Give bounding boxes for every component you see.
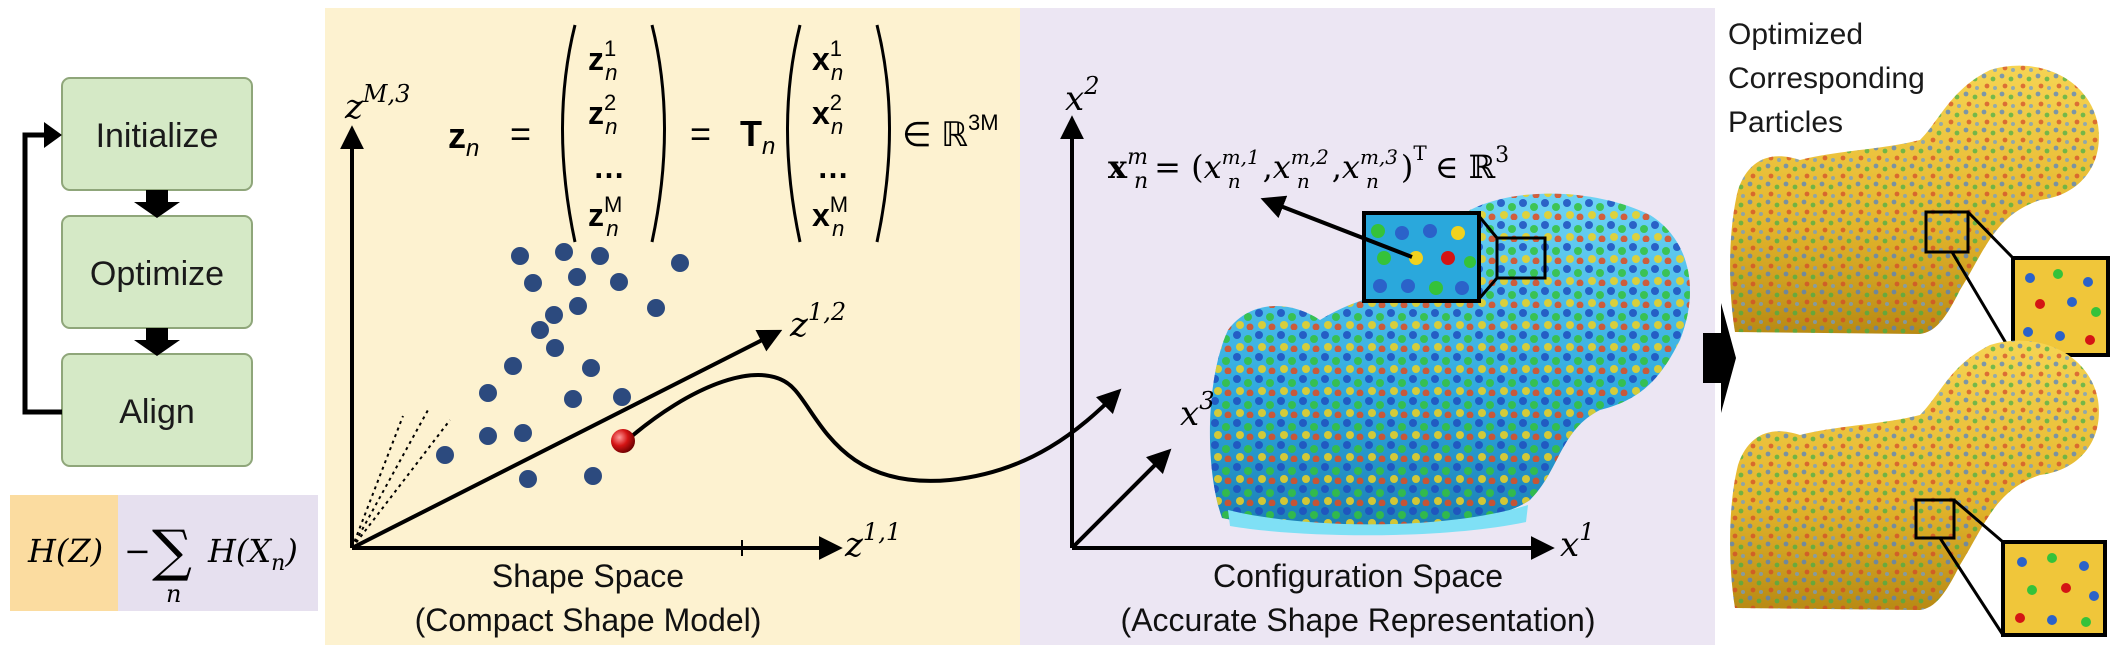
shape-axis-diagonal [351, 329, 783, 550]
svg-text:=: = [690, 113, 711, 154]
objective-left-bg [10, 495, 118, 611]
align-label: Align [119, 393, 195, 431]
svg-text:z1n: z1 n [588, 36, 618, 85]
objective-right-bg [118, 495, 318, 611]
blue-zoom-connector-top [1476, 214, 1499, 239]
config-pointer-arrow [1260, 195, 1413, 259]
shape-space-title: Shape Space [492, 558, 684, 594]
blue-zoom-connector-bottom [1476, 277, 1499, 301]
svg-text:xMn: xM n [812, 192, 848, 241]
yellow-bone-top-particles [1730, 65, 2099, 335]
shape-axis-diagonal-label: z1,2 [789, 298, 846, 345]
blue-bone-particles [1209, 193, 1690, 528]
optimize-label: Optimize [90, 255, 224, 293]
config-axis-diagonal-label: x3 [1180, 387, 1214, 434]
yellow-bottom-connector-b [1938, 537, 2005, 636]
objective-right-term: H(Xn) [207, 532, 298, 576]
blue-zoom-small [1495, 236, 1547, 280]
svg-text:x2n: x2 n [812, 90, 843, 139]
config-space: x2 x3 x1 xm n = (xm,1 n ,xm,2 n ,xm,3 n)T ∈ ℝ3 C… [1060, 72, 1690, 638]
arrow-opt-to-align [134, 328, 180, 356]
yellow-top-connector-a [1966, 210, 2015, 260]
svg-text:Tn: Tn [740, 113, 775, 160]
loop-arrow [22, 132, 62, 415]
svg-text:x1n: x1 n [812, 36, 843, 85]
shape-space-subtitle: (Compact Shape Model) [415, 602, 762, 638]
blue-bone-base [1228, 505, 1528, 536]
dotted-fan [351, 409, 451, 549]
yellow-bottom-zoom-small [1914, 498, 1956, 540]
objective-left-term: H(Z) [27, 532, 103, 570]
config-space-title: Configuration Space [1213, 558, 1503, 594]
shape-axis-horizontal-label: z1,1 [844, 518, 901, 565]
arrow-init-to-opt [134, 190, 180, 218]
svg-text:∈ ℝ3M: ∈ ℝ3M [902, 110, 999, 154]
svg-text:z2n: z2 n [588, 90, 618, 139]
config-axis-vertical-label: x2 [1065, 72, 1099, 119]
optimized-label-line2: Corresponding [1728, 62, 1925, 95]
yellow-bottom-connector-a [1953, 498, 2004, 544]
big-right-arrow [1703, 303, 1736, 413]
svg-text:zMn: zM n [588, 192, 622, 241]
workflow: Initialize Optimize Align [22, 77, 253, 467]
shape-axis-vertical-label: zM,3 [344, 80, 410, 127]
config-axis-horizontal-label: x1 [1560, 518, 1594, 565]
loop-arrow-head [44, 122, 62, 148]
shape-dot-cloud [436, 243, 689, 488]
initialize-label: Initialize [96, 117, 219, 155]
optimized-label-line1: Optimized [1728, 18, 1863, 51]
svg-text:…: … [593, 149, 625, 185]
shape-space-panel [325, 8, 1020, 645]
objective-sum: ∑ [152, 519, 192, 584]
objective-sum-index: n [166, 580, 181, 608]
config-equation: xm n = (xm,1 n ,xm,2 n ,xm,3 n)T ∈ ℝ3 [1108, 141, 1509, 194]
yellow-bottom-zoom-inset [2001, 540, 2107, 637]
svg-text:=: = [510, 113, 531, 154]
yellow-bone-bottom-particles [1730, 340, 2099, 610]
blue-zoom-inset [1362, 211, 1481, 303]
yellow-top-connector-b [1950, 251, 2015, 356]
objective-minus: − [124, 532, 151, 570]
config-space-subtitle: (Accurate Shape Representation) [1121, 602, 1596, 638]
yellow-top-zoom-small [1924, 210, 1970, 254]
objective-function: H(Z) − ∑ n H(Xn) [10, 495, 318, 611]
optimized-section: Optimized Corresponding Particles [1703, 18, 2110, 637]
svg-text:zn: zn [448, 115, 479, 162]
mapping-curve [623, 373, 1122, 483]
yellow-top-zoom-inset [2011, 256, 2110, 357]
config-axis-diagonal [1070, 448, 1172, 550]
highlighted-point [611, 429, 635, 453]
optimized-label-line3: Particles [1728, 106, 1843, 139]
shape-equation: zn = z1 n z2 n … zM n = Tn x1 n x2 n … xM n ∈ … [448, 24, 999, 243]
shape-space: zM,3 z1,2 z1,1 zn = z1 n z2 n … zM n = [340, 24, 1122, 638]
svg-text:…: … [817, 149, 849, 185]
